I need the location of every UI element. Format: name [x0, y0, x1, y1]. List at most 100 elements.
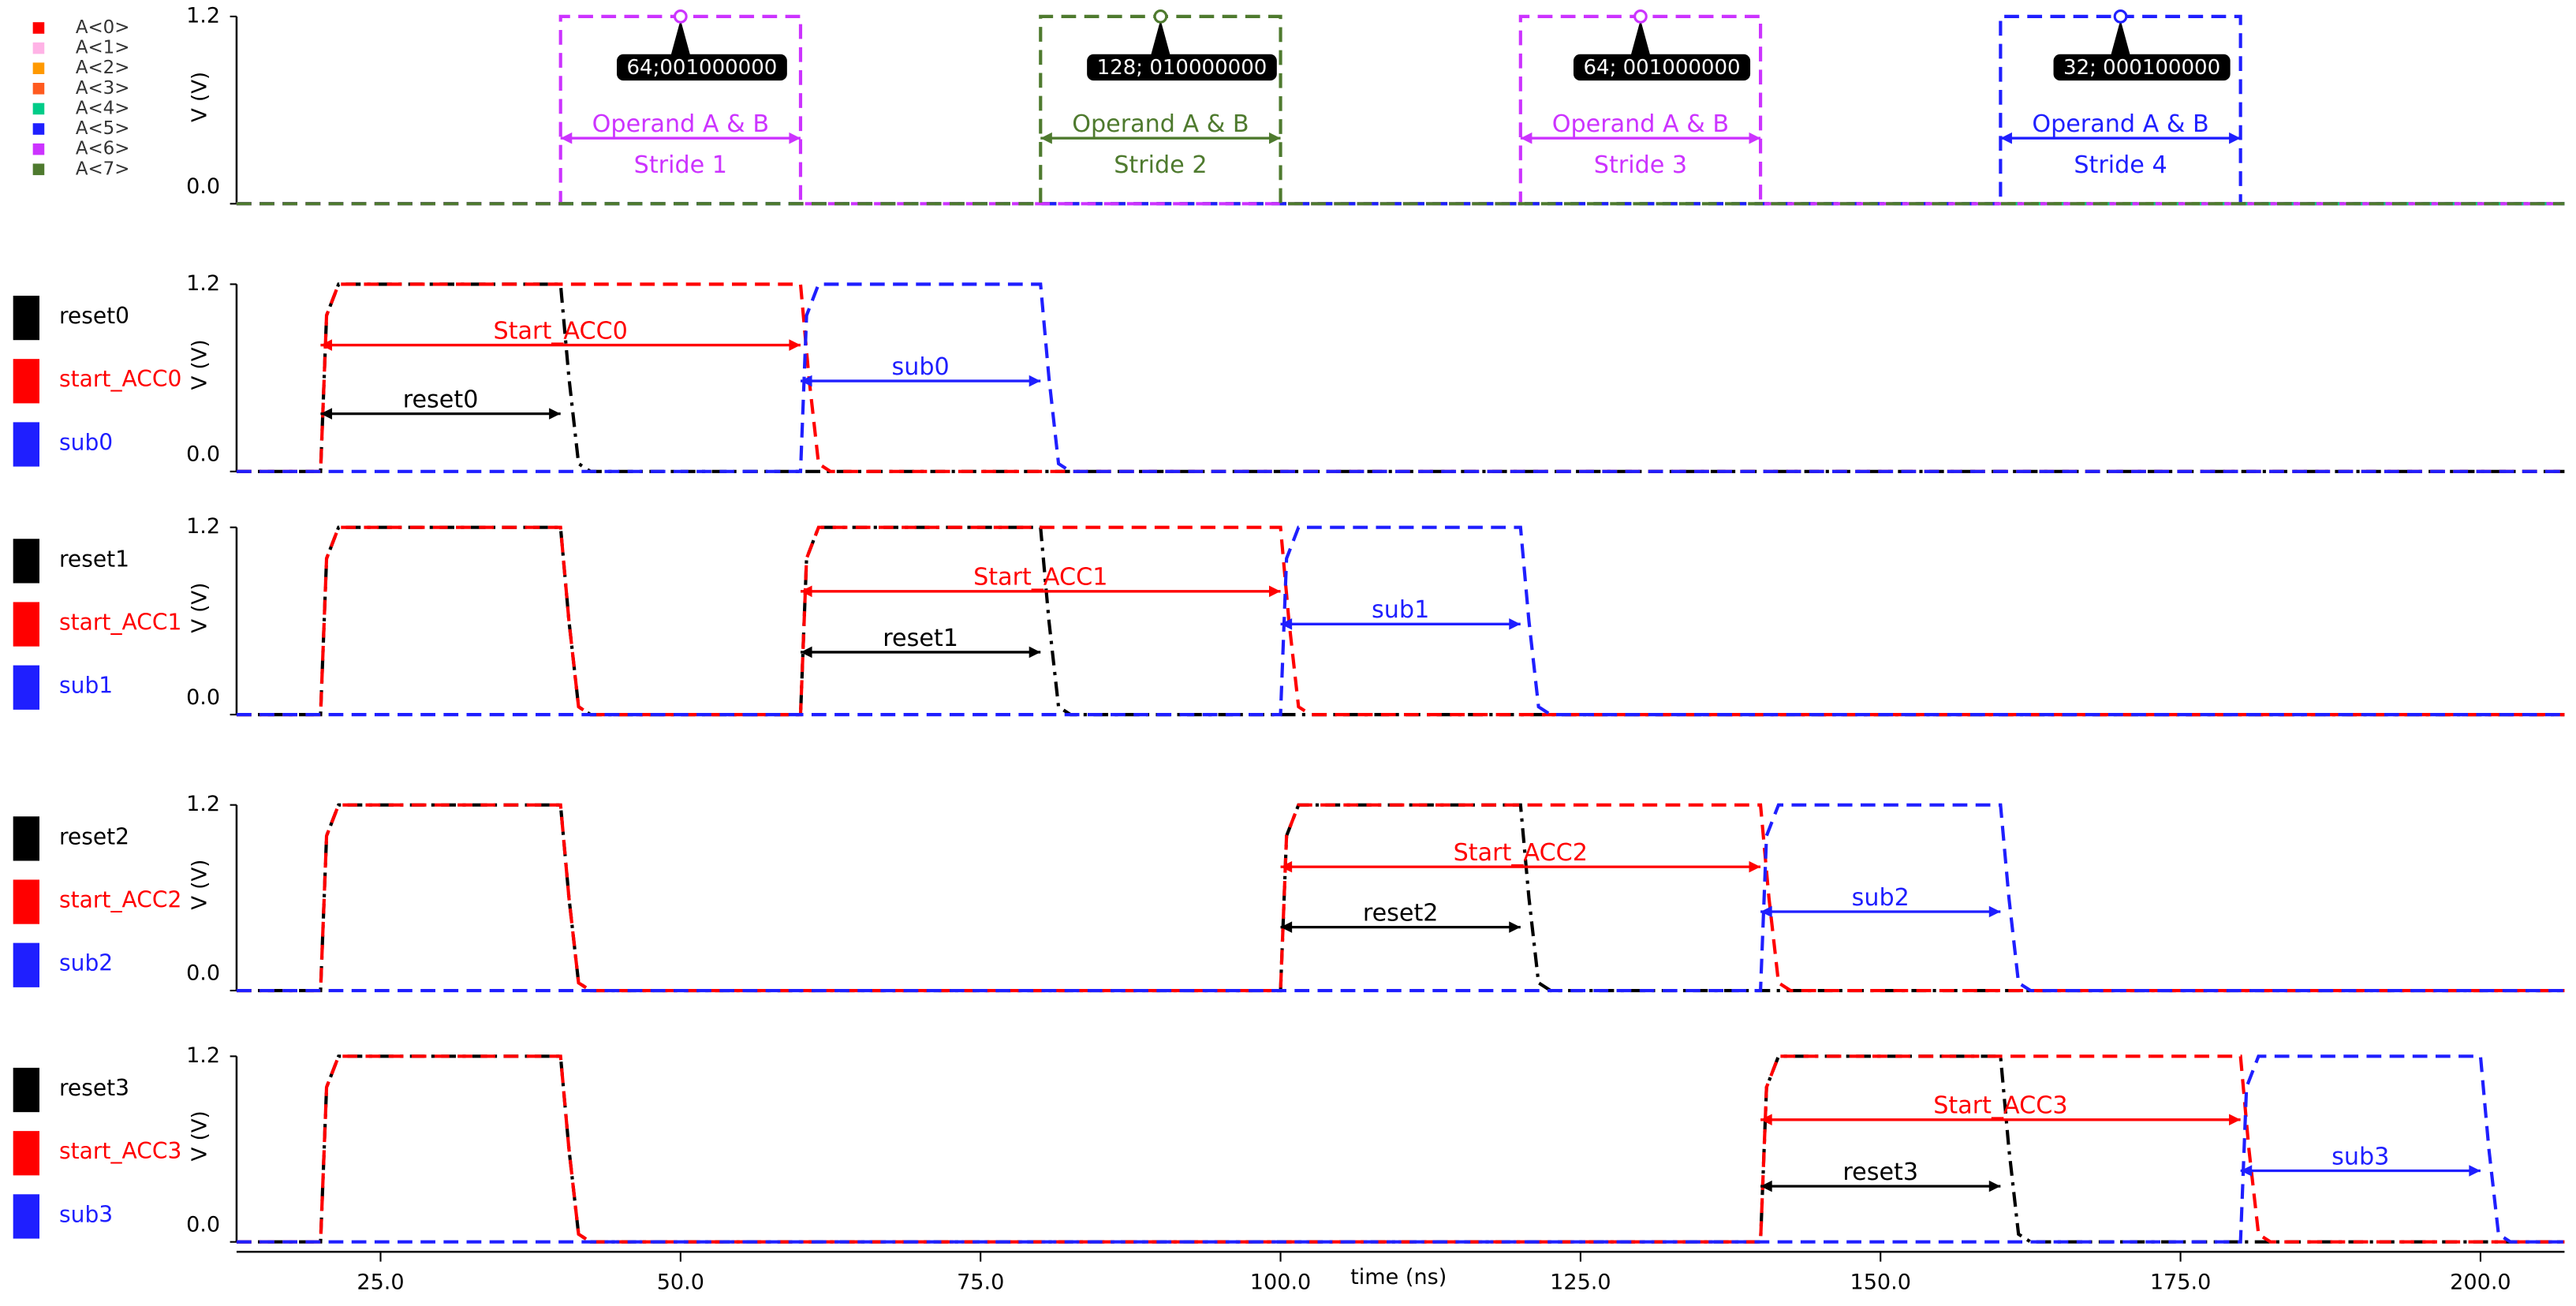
legend-label: A<3> [76, 78, 130, 99]
legend-swatch [13, 602, 39, 647]
legend-label: reset3 [59, 1075, 129, 1101]
span-label: Start_ACC3 [1933, 1092, 2067, 1120]
span-sublabel: Stride 3 [1594, 151, 1687, 179]
arrow-head [1749, 132, 1761, 144]
legend-label: A<1> [76, 38, 130, 58]
arrow-head [1509, 618, 1521, 630]
y-tick-label: 0.0 [186, 1212, 220, 1237]
span-label: Operand A & B [1072, 110, 1249, 138]
legend-swatch [32, 62, 45, 74]
arrow-head [1280, 921, 1293, 933]
x-tick-label: 125.0 [1550, 1270, 1611, 1294]
legend-swatch [13, 359, 39, 404]
waveform [236, 525, 2565, 717]
legend-swatch [32, 123, 45, 135]
legend-swatch [13, 1194, 39, 1239]
legend-swatch [13, 665, 39, 710]
y-axis-label: V (V) [189, 583, 212, 633]
legend-label: reset2 [59, 823, 129, 849]
legend-label: start_ACC0 [59, 366, 181, 392]
callout-label: 32; 000100000 [2063, 56, 2220, 80]
waveform [236, 1054, 2565, 1244]
arrow-head [1509, 921, 1521, 933]
x-tick-label: 75.0 [957, 1270, 1004, 1294]
span-label: sub2 [1852, 884, 1910, 912]
arrow-head [2000, 132, 2012, 144]
callout-box [2053, 54, 2231, 81]
legend-label: sub0 [59, 429, 113, 455]
arrow-head [1040, 132, 1052, 144]
arrow-head [800, 585, 812, 598]
legend-swatch [13, 295, 39, 341]
span-sublabel: Stride 1 [634, 151, 727, 179]
legend-swatch [13, 942, 39, 987]
legend-swatch [32, 22, 45, 34]
arrow-head [1760, 1114, 1772, 1126]
legend-label: A<4> [76, 98, 130, 118]
arrow-head [560, 132, 573, 144]
span-label: Start_ACC1 [973, 564, 1107, 591]
span-label: Operand A & B [2032, 110, 2208, 138]
legend-label: start_ACC2 [59, 887, 181, 913]
waveform [236, 1054, 2565, 1244]
callout-box [1573, 54, 1751, 81]
callout-marker [1153, 9, 1168, 24]
waveform [236, 14, 2565, 206]
span-label: sub1 [1372, 596, 1429, 624]
y-axis-label: V (V) [189, 339, 212, 390]
x-tick-label: 150.0 [1850, 1270, 1910, 1294]
legend-label: sub2 [59, 950, 113, 976]
x-tick-label: 100.0 [1250, 1270, 1311, 1294]
y-tick-label: 1.2 [186, 792, 220, 816]
legend-swatch [32, 163, 45, 176]
arrow-head [800, 646, 812, 659]
y-tick-label: 0.0 [186, 174, 220, 199]
waveform [236, 282, 2565, 473]
waveform [236, 14, 2565, 206]
callout-pointer [1630, 20, 1651, 56]
callout-pointer [670, 20, 691, 56]
arrow-head [1988, 1180, 2001, 1192]
y-tick-label: 0.0 [186, 685, 220, 710]
callout-label: 64;001000000 [627, 56, 778, 80]
legend-label: sub3 [59, 1201, 113, 1227]
waveform [236, 282, 2565, 473]
legend-swatch [13, 422, 39, 467]
arrow-head [2229, 1114, 2241, 1126]
arrow-head [2240, 1165, 2253, 1177]
legend-label: start_ACC3 [59, 1138, 181, 1164]
arrow-head [1280, 860, 1293, 873]
arrow-head [1280, 618, 1293, 630]
y-tick-label: 1.2 [186, 514, 220, 539]
arrow-head [1268, 132, 1281, 144]
legend-label: A<2> [76, 58, 130, 78]
legend-swatch [32, 42, 45, 54]
waveform [236, 525, 2565, 717]
legend-swatch [13, 879, 39, 924]
span-label: sub3 [2331, 1143, 2389, 1170]
legend-swatch [13, 1131, 39, 1176]
arrow-head [320, 408, 333, 420]
legend-label: reset0 [59, 303, 129, 329]
span-label: sub0 [892, 353, 950, 381]
y-axis-label: V (V) [189, 1110, 212, 1161]
legend-label: A<6> [76, 139, 130, 159]
callout-box [617, 54, 787, 81]
waveform [236, 803, 2565, 993]
legend-swatch [13, 1067, 39, 1113]
arrow-head [1520, 132, 1533, 144]
legend-label: A<0> [76, 17, 130, 38]
x-tick-label: 200.0 [2450, 1270, 2511, 1294]
callout-box [1087, 54, 1277, 81]
callout-marker [673, 9, 688, 24]
callout-marker [2113, 9, 2128, 24]
waveform [236, 803, 2565, 993]
x-tick-label: 25.0 [357, 1270, 404, 1294]
y-tick-label: 1.2 [186, 1043, 220, 1068]
span-label: reset3 [1842, 1159, 1918, 1186]
x-axis-label: time (ns) [1350, 1265, 1447, 1289]
legend-label: A<7> [76, 159, 130, 179]
arrow-head [1760, 905, 1772, 918]
